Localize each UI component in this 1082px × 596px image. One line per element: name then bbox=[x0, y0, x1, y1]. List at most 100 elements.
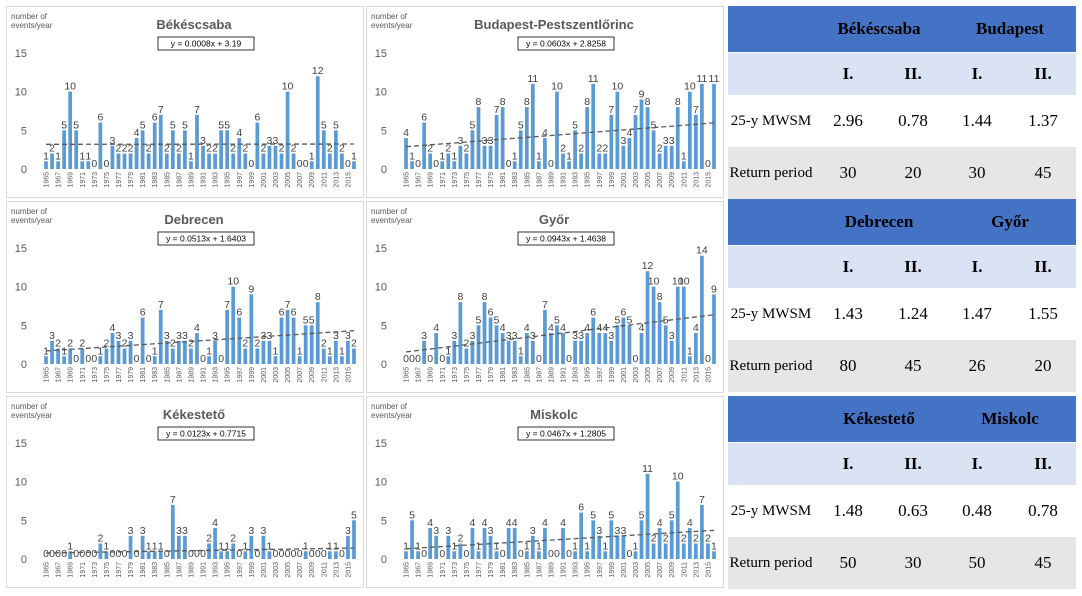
x-tick-label: 1969 bbox=[428, 562, 435, 578]
bar bbox=[512, 340, 517, 364]
bar bbox=[434, 333, 439, 364]
x-tick-label: 1991 bbox=[201, 172, 208, 188]
bar bbox=[712, 83, 716, 169]
x-tick-label: 2003 bbox=[633, 562, 640, 578]
bar-data-label: 7 bbox=[542, 299, 548, 311]
bar-data-label: 5 bbox=[608, 509, 614, 521]
bar-data-label: 2 bbox=[79, 338, 85, 350]
bar-data-label: 0 bbox=[188, 548, 194, 560]
x-tick-label: 1981 bbox=[500, 562, 507, 578]
x-tick-label: 1995 bbox=[585, 172, 592, 188]
bar-data-label: 3 bbox=[470, 330, 476, 342]
bar-data-label: 2 bbox=[291, 143, 297, 155]
y-tick-label: 0 bbox=[21, 359, 27, 371]
chart-title: Miskolc bbox=[530, 407, 578, 422]
bar bbox=[663, 543, 668, 559]
y-tick-label: 15 bbox=[375, 438, 387, 450]
bar-data-label: 5 bbox=[669, 509, 675, 521]
bar-data-label: 3 bbox=[212, 330, 218, 342]
bar-data-label: 0 bbox=[439, 353, 445, 365]
x-tick-label: 1993 bbox=[213, 172, 220, 188]
bar bbox=[219, 130, 223, 169]
bar bbox=[555, 91, 559, 169]
bar bbox=[536, 551, 541, 559]
bar bbox=[146, 551, 151, 559]
bar bbox=[712, 551, 716, 559]
x-tick-label: 1977 bbox=[116, 562, 123, 578]
bar-data-label: 7 bbox=[693, 104, 699, 116]
x-tick-label: 1975 bbox=[464, 172, 471, 188]
bar-data-label: 3 bbox=[506, 330, 512, 342]
x-tick-label: 2009 bbox=[309, 367, 316, 383]
y-tick-label: 0 bbox=[381, 164, 387, 176]
bar-data-label: 5 bbox=[639, 509, 645, 521]
y-tick-label: 10 bbox=[375, 87, 387, 99]
bar bbox=[44, 161, 48, 169]
bar-data-label: 0 bbox=[134, 548, 140, 560]
bar-data-label: 1 bbox=[206, 345, 212, 357]
bar-data-label: 0 bbox=[43, 548, 49, 560]
x-tick-label: 1987 bbox=[176, 367, 183, 383]
bar bbox=[333, 551, 338, 559]
x-tick-label: 1967 bbox=[416, 562, 423, 578]
bar bbox=[104, 348, 109, 364]
bar-data-label: 1 bbox=[687, 345, 693, 357]
bar bbox=[267, 145, 272, 169]
return-period-value: 45 bbox=[882, 340, 945, 392]
bar bbox=[488, 145, 493, 169]
y-tick-label: 15 bbox=[15, 48, 27, 60]
x-tick-label: 1971 bbox=[440, 172, 447, 188]
bar-data-label: 4 bbox=[427, 517, 433, 529]
bar-data-label: 4 bbox=[403, 127, 409, 139]
bar bbox=[452, 161, 457, 169]
bar-data-label: 2 bbox=[279, 143, 285, 155]
bar bbox=[627, 325, 632, 364]
bar-data-label: 5 bbox=[470, 119, 476, 131]
x-tick-label: 1993 bbox=[573, 367, 580, 383]
bar-data-label: 2 bbox=[578, 143, 584, 155]
bar bbox=[44, 356, 48, 364]
bar-data-label: 0 bbox=[415, 353, 421, 365]
y-tick-label: 10 bbox=[375, 282, 387, 294]
bar bbox=[512, 161, 517, 169]
bar bbox=[213, 340, 217, 364]
bar-data-label: 0 bbox=[194, 548, 200, 560]
bar-data-label: 1 bbox=[351, 150, 357, 162]
bar bbox=[404, 551, 408, 559]
x-tick-label: 1991 bbox=[561, 562, 568, 578]
x-tick-label: 1999 bbox=[249, 172, 256, 188]
bar bbox=[195, 114, 199, 169]
trend-equation: y = 0.0123x + 0.7715 bbox=[166, 429, 246, 439]
y-tick-label: 10 bbox=[15, 282, 27, 294]
bar-data-label: 3 bbox=[128, 525, 134, 537]
x-tick-label: 2009 bbox=[309, 562, 316, 578]
bar bbox=[237, 138, 242, 169]
x-tick-label: 2005 bbox=[285, 367, 292, 383]
bar bbox=[506, 340, 511, 364]
bar-data-label: 0 bbox=[285, 548, 291, 560]
bar-data-label: 3 bbox=[445, 525, 451, 537]
period-header: II. bbox=[882, 245, 945, 288]
x-tick-label: 2015 bbox=[345, 367, 352, 383]
bar-data-label: 1 bbox=[273, 345, 279, 357]
bar bbox=[279, 317, 284, 364]
bar-data-label: 1 bbox=[566, 150, 572, 162]
table-blank bbox=[728, 52, 814, 95]
y-axis-label: events/year bbox=[11, 216, 53, 225]
return-period-value: 45 bbox=[1010, 147, 1076, 199]
bar-data-label: 2 bbox=[206, 143, 212, 155]
bar-data-label: 1 bbox=[152, 345, 158, 357]
row-label-mwsm: 25-y MWSM bbox=[728, 95, 814, 147]
x-tick-label: 1989 bbox=[548, 562, 555, 578]
bar-data-label: 1 bbox=[146, 540, 152, 552]
x-tick-label: 2015 bbox=[345, 562, 352, 578]
bar bbox=[176, 340, 181, 364]
trend-line bbox=[405, 529, 715, 550]
bar-data-label: 2 bbox=[321, 338, 327, 350]
bar-data-label: 3 bbox=[110, 135, 116, 147]
bar-data-label: 10 bbox=[612, 81, 624, 93]
bar bbox=[687, 528, 692, 559]
x-tick-label: 1985 bbox=[164, 172, 171, 188]
bar-data-label: 1 bbox=[339, 345, 345, 357]
bar-data-label: 0 bbox=[427, 353, 433, 365]
